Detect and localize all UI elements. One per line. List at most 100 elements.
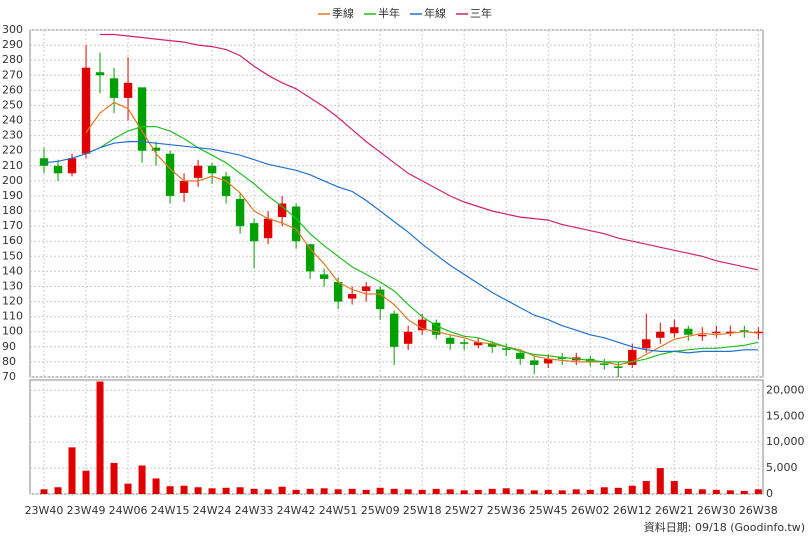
price-panel-frame: [29, 29, 764, 378]
candle-body: [474, 342, 483, 346]
volume-bar: [684, 488, 692, 494]
y-tick-label: 140: [2, 264, 23, 277]
source-note: 資料日期: 09/18 (Goodinfo.tw): [644, 520, 805, 534]
candle-body: [488, 343, 497, 347]
candle-body: [109, 78, 119, 98]
y-tick-label: 190: [2, 189, 23, 202]
x-tick-label: 25W36: [487, 504, 526, 517]
candle-body: [558, 357, 567, 359]
y-tick-label: 100: [2, 325, 23, 338]
candle-body: [291, 206, 301, 242]
x-tick-label: 23W49: [67, 504, 106, 517]
candle-body: [193, 165, 203, 178]
candle-body: [712, 331, 721, 334]
candle-body: [207, 165, 217, 174]
volume-bar: [642, 481, 650, 494]
candle-body: [67, 158, 77, 174]
candle-body: [726, 331, 735, 334]
volume-bar: [698, 489, 706, 494]
candle-body: [403, 331, 413, 344]
volume-bar: [264, 489, 272, 494]
y-tick-label: 110: [2, 310, 23, 323]
y-tick-label: 270: [2, 68, 23, 81]
volume-bar: [306, 488, 314, 494]
candle-body: [375, 289, 385, 310]
legend-label: 半年: [378, 6, 400, 20]
volume-bar: [656, 468, 664, 494]
candle-body: [459, 342, 469, 344]
volume-bar: [208, 488, 216, 494]
volume-bar: [628, 485, 636, 494]
volume-bar: [292, 489, 300, 494]
volume-bar: [194, 487, 202, 494]
volume-bar: [110, 462, 118, 494]
candle-body: [614, 366, 623, 368]
y-tick-label: 210: [2, 159, 23, 172]
x-tick-label: 25W45: [529, 504, 568, 517]
candle-body: [445, 337, 455, 344]
volume-tick-label: 0: [766, 487, 773, 500]
volume-bar: [516, 489, 524, 494]
candle-body: [263, 218, 273, 239]
candle-body: [53, 165, 63, 174]
volume-tick-label: 10,000: [766, 435, 805, 448]
x-tick-label: 23W40: [25, 504, 64, 517]
volume-bar: [124, 483, 132, 494]
candle-body: [698, 334, 707, 337]
candle-body: [670, 327, 679, 334]
volume-bar: [362, 489, 370, 494]
volume-bar: [334, 489, 342, 494]
y-tick-label: 300: [2, 23, 23, 36]
candle-body: [319, 274, 329, 279]
x-tick-label: 25W27: [445, 504, 484, 517]
ma-line: [99, 126, 759, 363]
volume-bar: [474, 489, 482, 494]
x-tick-label: 25W18: [403, 504, 442, 517]
x-tick-label: 24W33: [235, 504, 274, 517]
volume-bar: [558, 490, 566, 494]
candle-body: [95, 72, 105, 76]
y-tick-label: 170: [2, 219, 23, 232]
y-tick-label: 80: [2, 355, 16, 368]
candle-body: [544, 358, 553, 364]
y-tick-label: 150: [2, 249, 23, 262]
volume-bar: [166, 486, 174, 494]
candle-body: [179, 180, 189, 193]
x-tick-label: 26W12: [613, 504, 652, 517]
volume-bar: [600, 487, 608, 494]
volume-bar: [96, 381, 104, 494]
volume-bar: [502, 488, 510, 494]
volume-bar: [488, 488, 496, 494]
candle-body: [249, 223, 259, 242]
volume-bar: [180, 485, 188, 494]
volume-bar: [740, 490, 748, 494]
legend-label: 三年: [470, 6, 492, 20]
x-tick-label: 24W24: [193, 504, 232, 517]
candle-body: [656, 331, 665, 338]
volume-bar: [390, 488, 398, 494]
volume-bar: [278, 486, 286, 494]
candle-body: [754, 331, 763, 334]
candle-body: [305, 244, 315, 272]
candle-body: [740, 330, 749, 332]
volume-bar: [418, 489, 426, 494]
x-tick-label: 25W09: [361, 504, 400, 517]
volume-bar: [572, 489, 580, 494]
candle-body: [530, 360, 539, 365]
volume-bar: [348, 488, 356, 494]
volume-bar: [68, 447, 76, 494]
y-tick-label: 250: [2, 98, 23, 111]
candle-body: [389, 313, 399, 347]
candle-body: [165, 153, 175, 196]
volume-tick-label: 5,000: [766, 461, 798, 474]
y-tick-label: 220: [2, 144, 23, 157]
volume-bar: [320, 488, 328, 494]
candle-body: [516, 352, 525, 359]
legend-label: 年線: [424, 6, 446, 20]
y-tick-label: 230: [2, 129, 23, 142]
volume-bar: [404, 489, 412, 494]
volume-bar: [432, 488, 440, 494]
volume-bar: [586, 489, 594, 494]
volume-bar: [670, 481, 678, 494]
